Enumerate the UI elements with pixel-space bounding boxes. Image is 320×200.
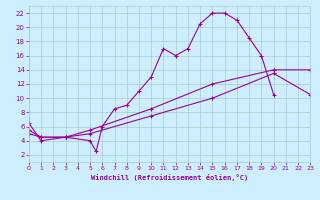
X-axis label: Windchill (Refroidissement éolien,°C): Windchill (Refroidissement éolien,°C)	[91, 174, 248, 181]
